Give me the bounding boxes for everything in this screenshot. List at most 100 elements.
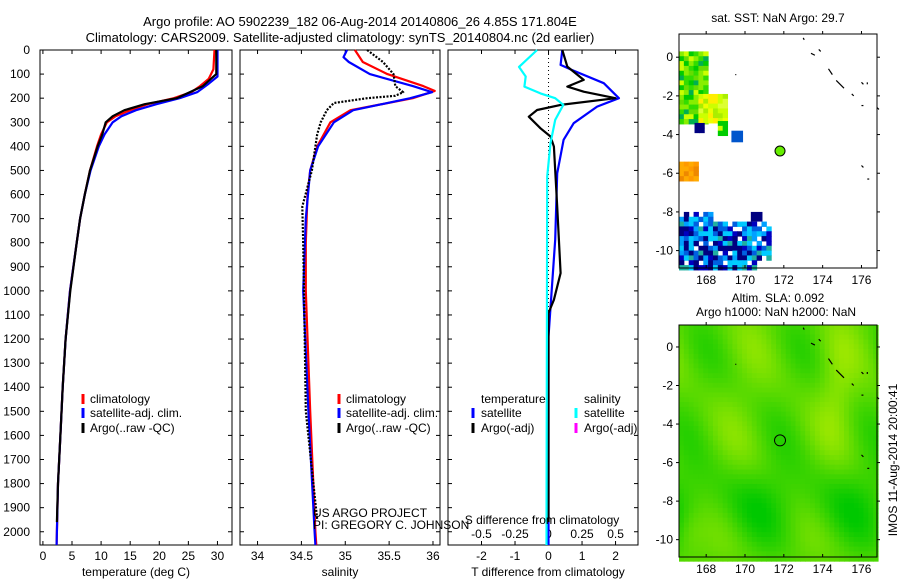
sla-cell xyxy=(848,411,855,418)
sla-cell xyxy=(780,411,787,418)
sla-cell xyxy=(717,339,724,345)
sla-cell xyxy=(683,536,690,543)
sla-cell xyxy=(751,373,758,379)
sla-cell xyxy=(814,397,821,403)
sst-cell xyxy=(679,109,685,115)
sla-cell xyxy=(688,368,695,374)
sla-cell xyxy=(800,368,806,374)
sla-cell xyxy=(785,512,792,519)
sla-cell xyxy=(717,435,724,442)
sla-cell xyxy=(819,325,826,331)
sla-cell xyxy=(771,382,777,389)
sla-cell xyxy=(785,546,792,553)
sla-cell xyxy=(785,445,792,451)
sla-cell xyxy=(824,358,831,365)
sla-cell xyxy=(708,406,714,413)
sla-cell xyxy=(732,503,738,509)
sla-cell xyxy=(785,517,792,524)
sst-cell xyxy=(742,260,748,266)
coastline-mark xyxy=(827,68,833,75)
sla-cell xyxy=(844,464,850,471)
sla-cell xyxy=(756,483,763,490)
sla-cell xyxy=(863,541,869,548)
sla-cell xyxy=(824,522,831,528)
sla-cell xyxy=(717,455,724,461)
sla-cell xyxy=(834,373,840,379)
sla-cell xyxy=(693,459,700,466)
sla-cell xyxy=(712,387,719,394)
sla-cell xyxy=(688,363,695,369)
sla-cell xyxy=(776,382,782,389)
sla-cell xyxy=(853,373,860,379)
sla-cell xyxy=(805,455,811,461)
sla-cell xyxy=(795,421,801,427)
sla-cell xyxy=(819,498,826,504)
sla-cell xyxy=(698,546,704,553)
sla-cell xyxy=(751,411,758,418)
sla-cell xyxy=(771,522,777,528)
sla-cell xyxy=(761,517,767,524)
sla-cell xyxy=(810,488,816,495)
sla-cell xyxy=(834,469,840,475)
sla-cell xyxy=(722,411,729,418)
t-difference-xlabel: T difference from climatology xyxy=(471,565,625,579)
sla-cell xyxy=(742,450,748,456)
sla-cell xyxy=(727,387,733,394)
map-frame xyxy=(678,33,878,269)
sla-cell xyxy=(776,430,782,437)
sst-cell xyxy=(698,98,704,105)
sla-cell xyxy=(751,440,758,447)
sst-cell xyxy=(688,240,695,247)
sla-cell xyxy=(683,445,690,451)
sla-cell xyxy=(742,483,748,490)
sla-cell xyxy=(834,392,840,398)
sla-cell xyxy=(824,353,831,360)
sla-cell xyxy=(688,541,695,548)
sla-cell xyxy=(853,426,860,432)
sla-cell xyxy=(814,541,821,548)
sla-cell xyxy=(780,325,787,331)
sla-cell xyxy=(790,382,797,389)
sla-cell xyxy=(732,358,738,365)
sla-cell xyxy=(868,406,874,413)
sla-cell xyxy=(844,440,850,447)
sla-cell xyxy=(737,464,743,471)
sla-cell xyxy=(727,483,733,490)
sla-cell xyxy=(766,546,772,553)
sla-cell xyxy=(824,382,831,389)
sla-cell xyxy=(834,329,840,336)
sst-cell xyxy=(722,221,729,227)
sla-cell xyxy=(844,382,850,389)
sla-cell xyxy=(727,368,733,374)
sla-cell xyxy=(756,459,763,466)
sla-cell xyxy=(703,512,709,519)
sla-cell xyxy=(746,402,753,408)
sla-cell xyxy=(708,483,714,490)
sla-cell xyxy=(727,358,733,365)
sla-cell xyxy=(761,493,767,500)
sla-cell xyxy=(873,440,879,447)
sla-cell xyxy=(853,508,860,514)
sla-cell xyxy=(746,488,753,495)
sla-cell xyxy=(834,406,840,413)
sla-cell xyxy=(780,353,787,360)
sst-cell xyxy=(703,113,709,119)
sla-cell xyxy=(722,508,729,514)
sla-cell xyxy=(785,488,792,495)
sla-cell xyxy=(746,397,753,403)
sla-cell xyxy=(761,503,767,509)
sla-cell xyxy=(693,455,700,461)
sla-cell xyxy=(727,426,733,432)
sla-cell xyxy=(810,334,816,341)
sla-cell xyxy=(863,536,869,543)
sla-cell xyxy=(824,541,831,548)
sla-cell xyxy=(839,411,845,418)
sla-cell xyxy=(858,363,865,369)
y-tick-label: 700 xyxy=(10,212,30,226)
sla-cell xyxy=(863,474,869,480)
sla-cell xyxy=(732,373,738,379)
sla-cell xyxy=(703,421,709,427)
sst-cell xyxy=(703,211,709,218)
sla-cell xyxy=(727,493,733,500)
sst-cell xyxy=(737,250,743,256)
